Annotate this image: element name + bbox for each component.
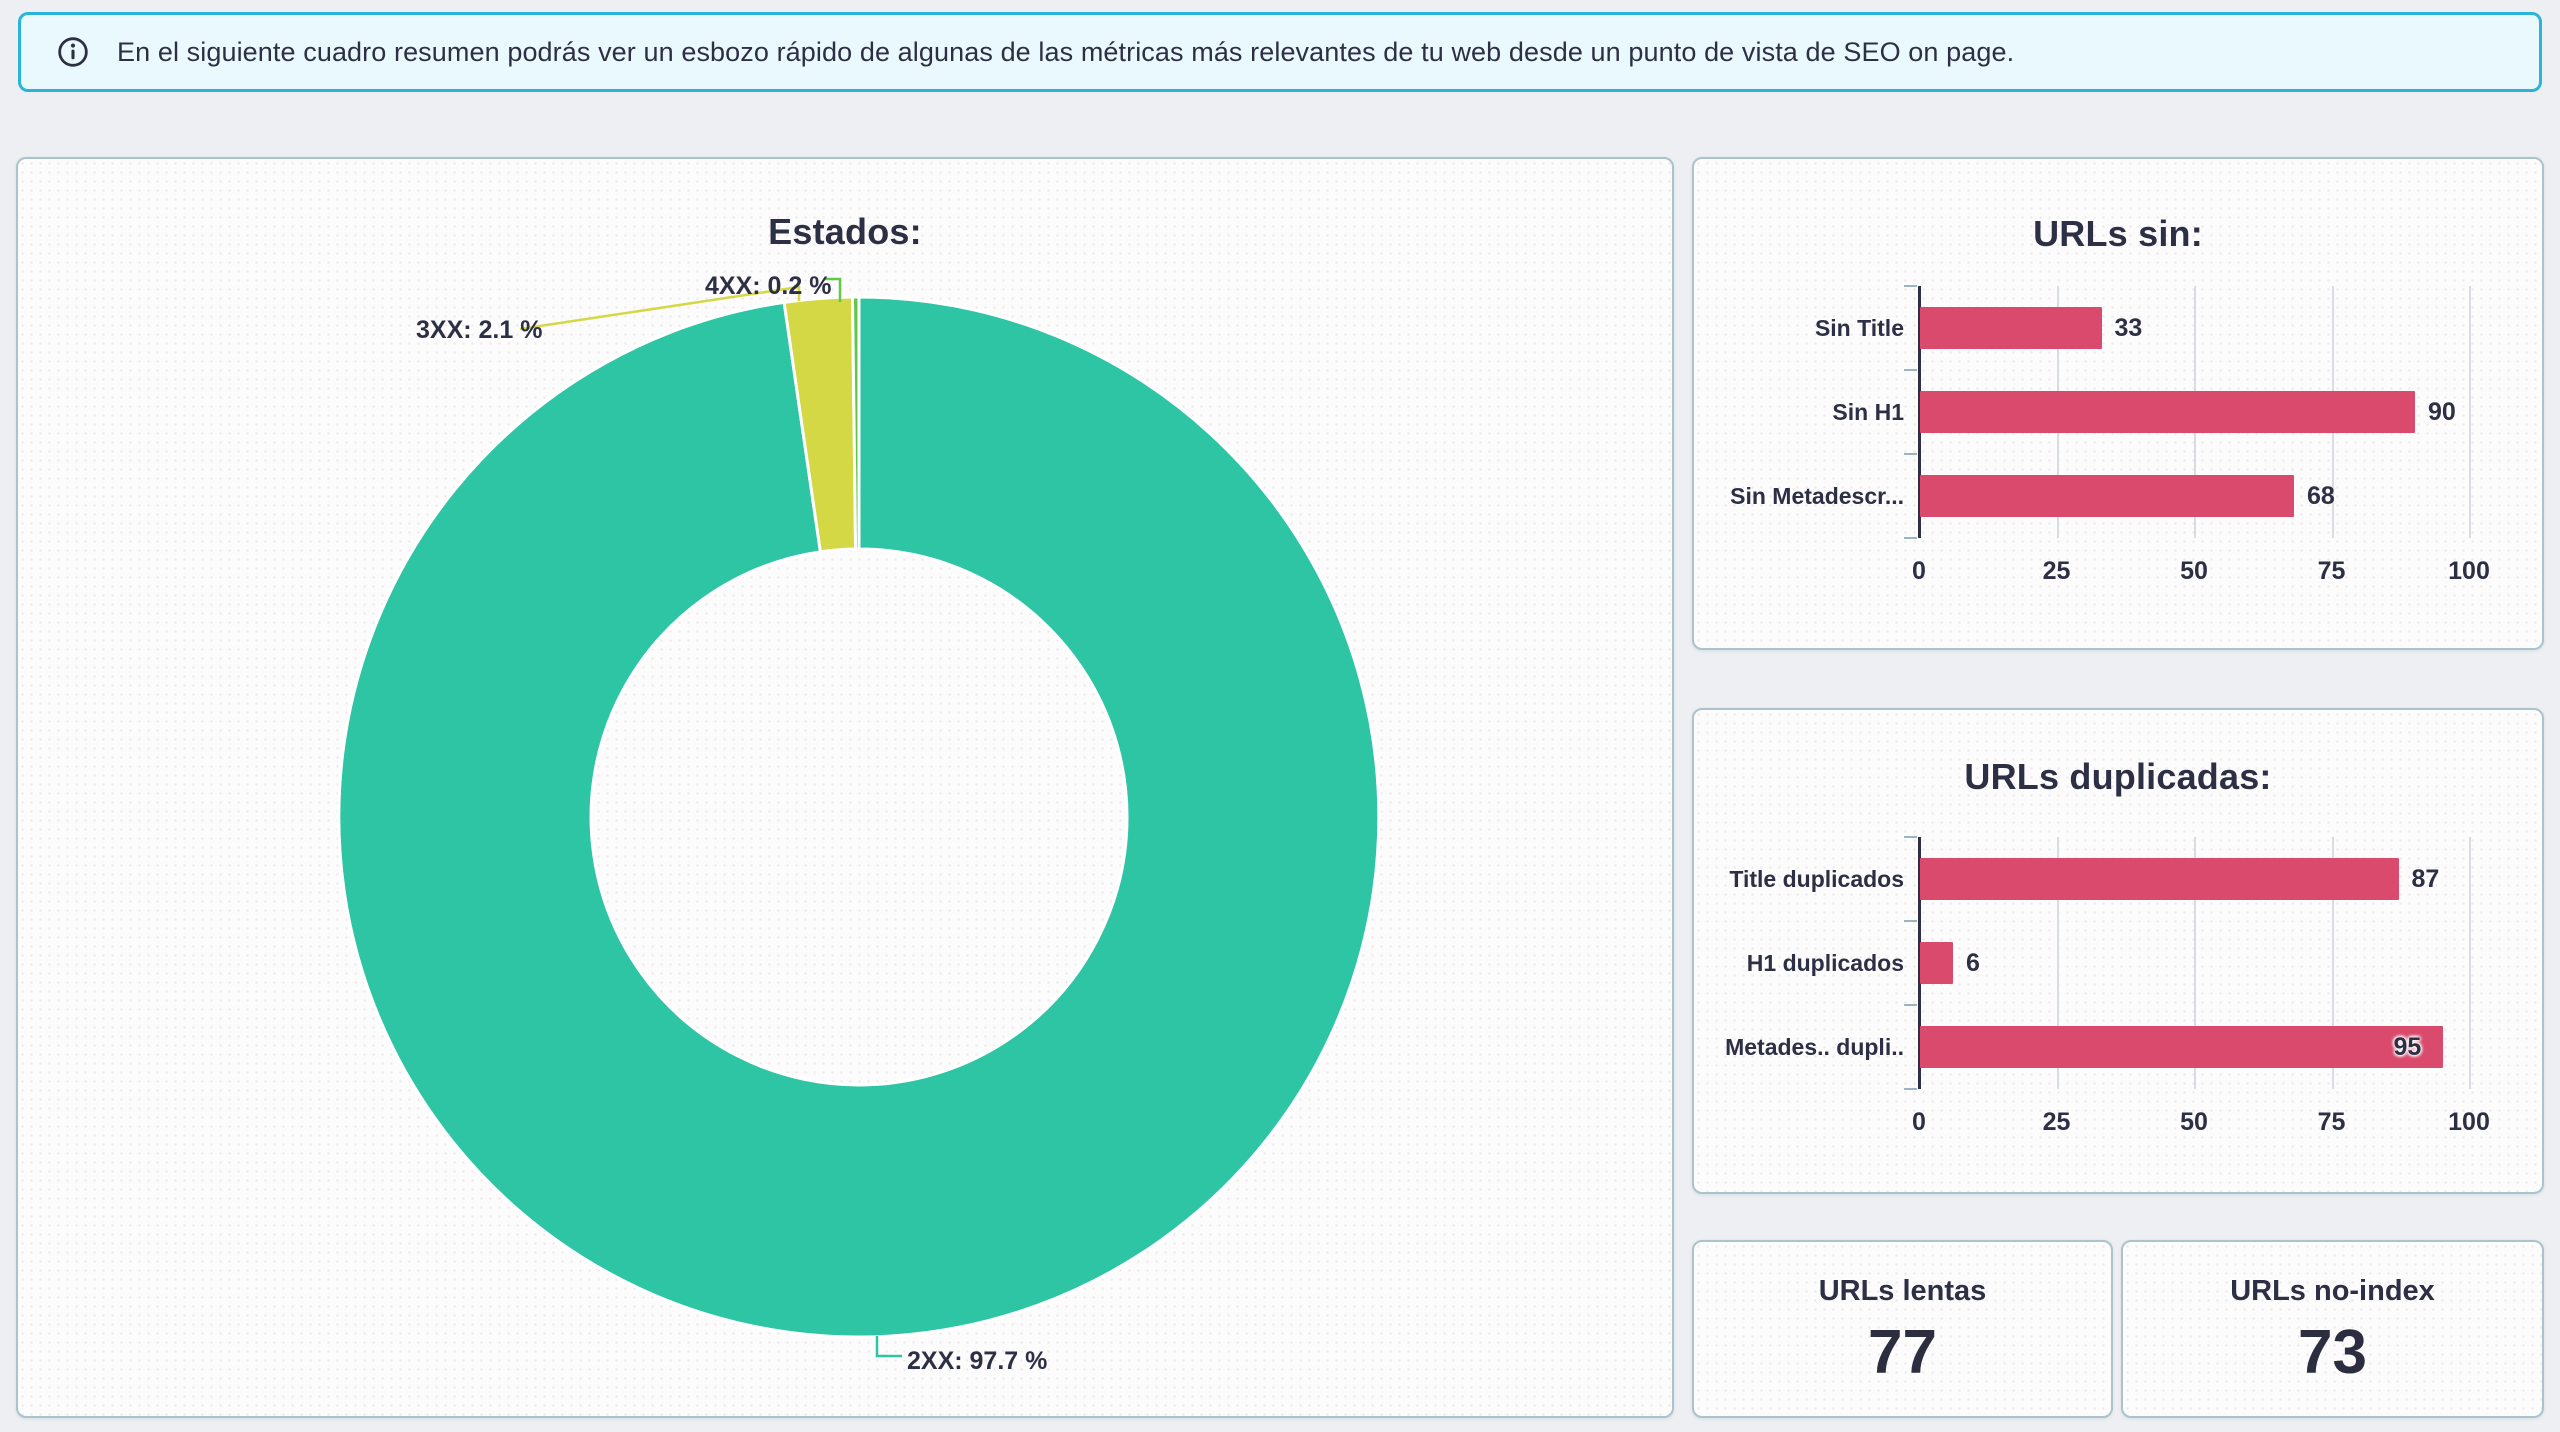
donut-slice-2xx [337,295,1381,1339]
category-label: Sin Title [1814,315,1904,341]
donut-slice-4xx [850,295,861,551]
category-label: Metades.. dupli.. [1725,1034,1904,1060]
category-label: H1 duplicados [1746,950,1904,976]
donut-callout-2xx [875,1336,902,1358]
bar-value-label: 6 [1966,949,1980,977]
x-grid-line [2194,837,2196,1089]
urls-sin-chart-card: URLs sin: 0 25 50 75 100 Sin Title 33 Sin H1 90 S… [1692,157,2544,650]
stat-card-urls-no-index: URLs no-index 73 [2121,1240,2544,1418]
bar-value-label: 87 [2411,865,2440,893]
donut-callout-4xx [824,277,842,302]
bar [1920,1026,2443,1068]
category-label: Sin Metadescr... [1730,483,1904,509]
x-axis-tick-label: 0 [1912,557,1926,585]
x-axis-tick-label: 50 [2180,1108,2208,1136]
bar [1920,858,2399,900]
donut-label-4xx: 4XX: 0.2 % [705,272,832,300]
category-label: Title duplicados [1729,866,1904,892]
bar-value-label: 95 [2393,1033,2422,1061]
y-axis-tick [1904,285,1917,287]
info-banner-text: En el siguiente cuadro resumen podrás ve… [117,36,2015,67]
x-axis-tick-label: 50 [2180,557,2208,585]
bar [1920,942,1953,984]
bar-value-label: 33 [2114,314,2143,342]
info-icon [58,37,88,67]
y-axis-line [1918,286,1921,538]
estados-donut-chart [337,277,1381,1358]
x-axis-tick-label: 75 [2317,1108,2346,1136]
x-axis-tick-label: 25 [2042,1108,2071,1136]
x-grid-line [2056,837,2059,1089]
x-grid-line [2469,837,2471,1089]
stat-label-urls-no-index: URLs no-index [2230,1274,2435,1307]
urls-duplicadas-chart-card: URLs duplicadas: 0 25 50 75 100 Title duplica… [1692,708,2544,1194]
x-axis-tick-label: 100 [2448,1108,2490,1136]
x-axis-tick-label: 100 [2448,557,2490,585]
stat-card-urls-lentas: URLs lentas 77 [1692,1240,2113,1418]
donut-label-2xx: 2XX: 97.7 % [907,1347,1048,1375]
bar [1920,307,2102,349]
estados-chart-title: Estados: [768,211,922,252]
info-banner: En el siguiente cuadro resumen podrás ve… [18,12,2542,92]
estados-chart-card: Estados: 2XX: 97.7 % 3XX: 2.1 % 4XX: 0.2… [16,157,1674,1418]
y-axis-tick [1904,1088,1917,1090]
stat-label-urls-lentas: URLs lentas [1818,1274,1987,1307]
x-axis-tick-label: 25 [2042,557,2071,585]
bar [1920,391,2415,433]
y-axis-line [1918,837,1921,1089]
x-axis-tick-label: 0 [1912,1108,1926,1136]
stat-value-urls-no-index: 73 [2298,1317,2367,1387]
x-axis-tick-label: 75 [2317,557,2346,585]
urls-sin-chart-title: URLs sin: [2033,213,2203,254]
donut-label-3xx: 3XX: 2.1 % [416,316,543,344]
category-label: Sin H1 [1832,399,1904,425]
y-axis-tick [1904,1004,1917,1006]
y-axis-tick [1904,453,1917,455]
y-axis-tick [1904,920,1917,922]
stat-value-urls-lentas: 77 [1868,1317,1937,1387]
y-axis-tick [1904,836,1917,838]
x-grid-line [2469,286,2471,538]
y-axis-tick [1904,537,1917,539]
bar-value-label: 90 [2428,398,2456,426]
x-grid-line [2331,837,2334,1089]
bar [1920,475,2294,517]
bar-value-label: 68 [2307,482,2335,510]
y-axis-tick [1904,369,1917,371]
donut-callout-3xx [519,285,801,331]
urls-duplicadas-chart-title: URLs duplicadas: [1964,756,2272,797]
